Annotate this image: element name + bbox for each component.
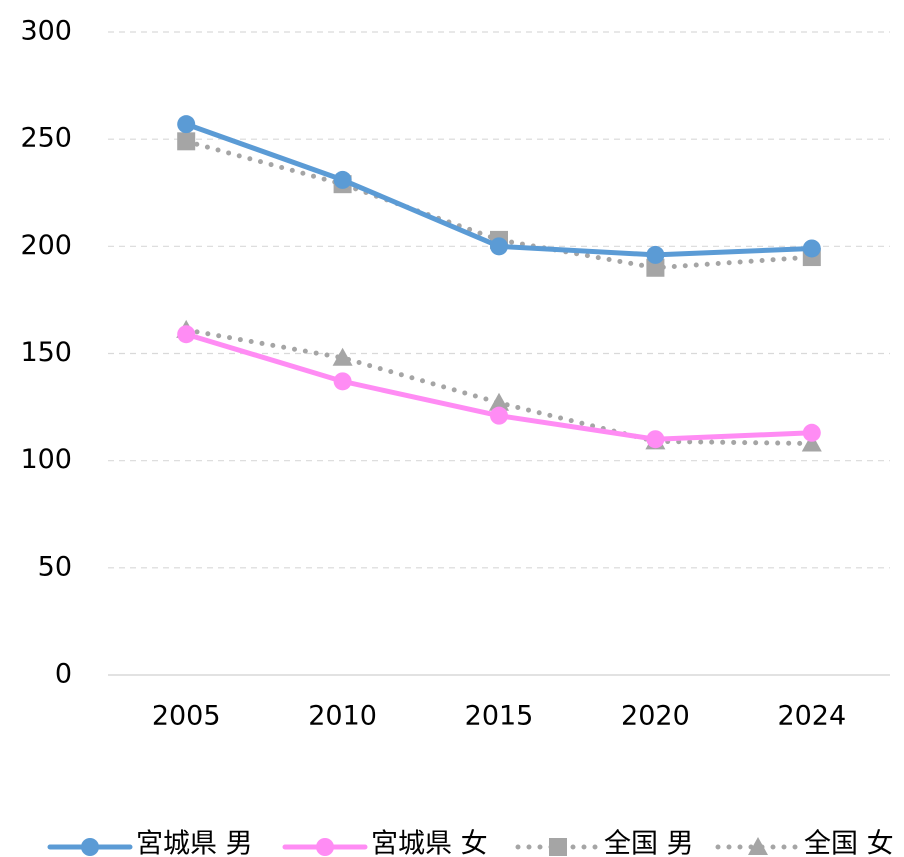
legend-marker [316, 838, 334, 856]
legend-label: 宮城県 男 [136, 829, 253, 857]
point [177, 115, 196, 134]
x-tick-label: 2020 [621, 701, 690, 732]
y-tick-label: 200 [20, 230, 72, 261]
y-tick-label: 250 [20, 123, 72, 154]
series-line [183, 327, 815, 447]
point [802, 239, 821, 258]
legend-label: 宮城県 女 [371, 829, 488, 857]
legend-marker [549, 838, 567, 856]
point [333, 170, 352, 189]
legend-marker [81, 838, 99, 856]
x-tick-label: 2015 [465, 701, 534, 732]
point [332, 347, 353, 366]
point [801, 433, 822, 452]
y-tick-label: 100 [20, 444, 72, 475]
point [489, 392, 509, 411]
x-tick-label: 2005 [152, 701, 221, 732]
point [646, 258, 665, 277]
point [646, 245, 665, 264]
legend-label: 全国 女 [804, 829, 894, 857]
y-tick-label: 50 [38, 551, 72, 582]
point [490, 237, 508, 256]
y-tick-label: 0 [55, 659, 72, 690]
point [177, 132, 196, 151]
point [177, 325, 196, 344]
point [646, 430, 665, 449]
legend-marker [748, 837, 768, 855]
y-tick-label: 300 [20, 16, 72, 47]
x-tick-label: 2024 [777, 701, 846, 732]
y-tick-label: 150 [20, 337, 72, 368]
point [333, 372, 352, 391]
point [490, 406, 508, 425]
point [802, 423, 821, 442]
legend-label: 全国 男 [604, 829, 694, 857]
x-tick-label: 2010 [308, 701, 377, 732]
